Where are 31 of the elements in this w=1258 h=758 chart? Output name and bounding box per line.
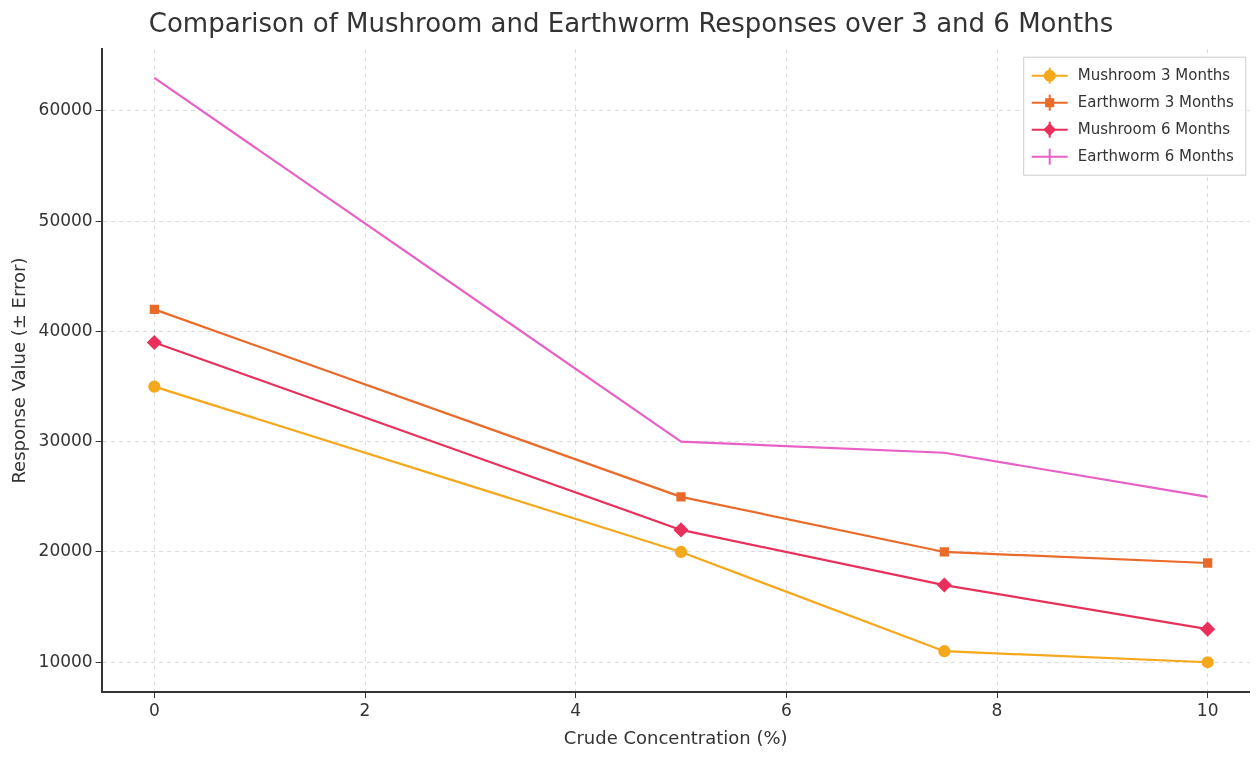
point	[1203, 558, 1213, 568]
x-tick-label: 10	[1196, 699, 1219, 720]
y-tick-label: 40000	[38, 319, 93, 340]
point	[676, 492, 686, 502]
x-tick-label: 4	[570, 699, 582, 720]
point	[938, 645, 951, 658]
y-tick-label: 60000	[38, 99, 93, 120]
y-tick-label: 30000	[38, 430, 93, 451]
y-tick-label: 50000	[38, 209, 93, 230]
legend-label: Earthworm 6 Months	[1077, 146, 1234, 165]
chart-title: Comparison of Mushroom and Earthworm Responses over 3 and 6 Months	[148, 8, 1114, 39]
point	[939, 547, 949, 557]
x-tick-label: 0	[148, 699, 160, 720]
y-axis-title: Response Value (± Error)	[8, 257, 30, 484]
point	[1200, 622, 1215, 637]
legend-label: Mushroom 3 Months	[1077, 65, 1231, 84]
point	[149, 304, 159, 315]
x-tick-label: 8	[991, 699, 1003, 720]
point	[673, 522, 689, 538]
y-tick-label: 10000	[38, 650, 93, 671]
point	[1201, 656, 1214, 669]
point	[148, 380, 161, 393]
point	[147, 335, 162, 350]
point	[937, 577, 952, 593]
x-axis-title: Crude Concentration (%)	[563, 726, 788, 748]
point	[674, 545, 688, 559]
legend-label: Mushroom 6 Months	[1077, 119, 1231, 138]
x-tick-label: 2	[359, 699, 371, 720]
y-tick-label: 20000	[38, 540, 93, 561]
x-tick-label: 6	[780, 699, 792, 720]
legend-label: Earthworm 3 Months	[1077, 92, 1234, 111]
